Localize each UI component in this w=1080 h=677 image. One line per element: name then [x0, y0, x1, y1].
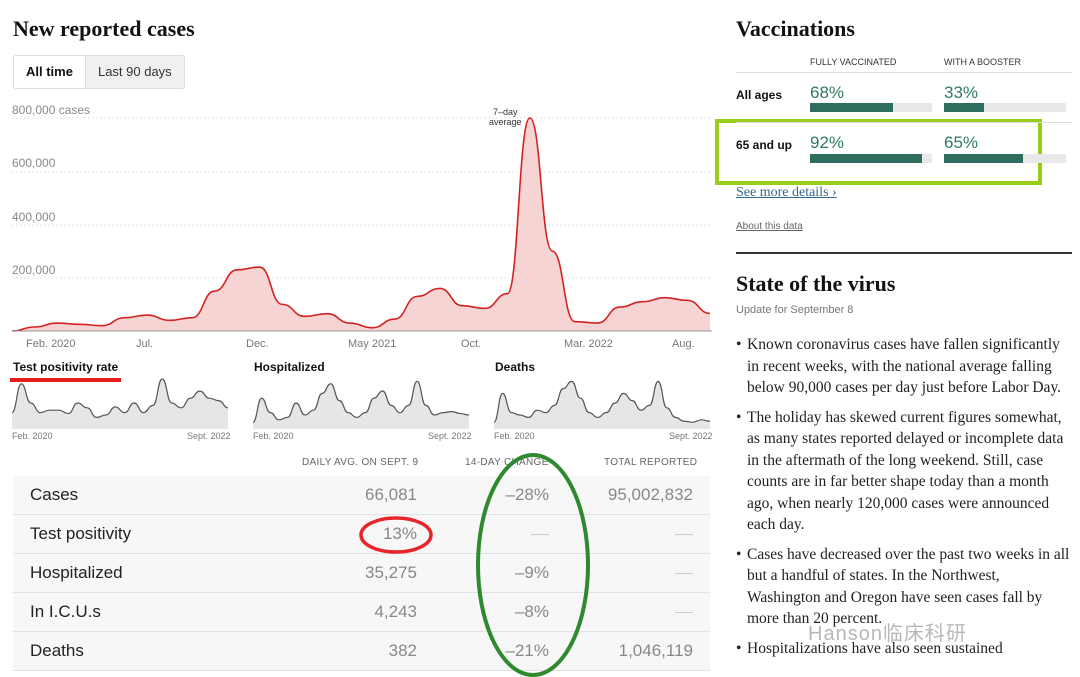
- y-tick-label: 800,000 cases: [12, 103, 91, 117]
- daily-value: 35,275: [365, 563, 417, 582]
- cases-chart: [12, 117, 712, 332]
- table-row: Test positivity 13%: [13, 515, 710, 554]
- booster-pct: 65%: [944, 133, 979, 152]
- mini-x-start: Feb. 2020: [253, 431, 294, 441]
- time-range-toggle: All time Last 90 days: [13, 55, 185, 89]
- state-of-virus-title: State of the virus: [736, 271, 896, 296]
- last-90-days-button[interactable]: Last 90 days: [85, 56, 184, 88]
- list-item: Known coronavirus cases have fallen sign…: [736, 334, 1072, 399]
- mini-x-end: Sept. 2022: [669, 431, 713, 441]
- mini-area: [494, 381, 710, 429]
- mini-area: [253, 381, 469, 429]
- col-header-booster: WITH A BOOSTER: [944, 57, 1022, 67]
- divider: [736, 72, 1072, 73]
- daily-value: 13%: [382, 524, 417, 543]
- about-this-data-link[interactable]: About this data: [736, 221, 803, 232]
- mini-line: [12, 378, 228, 419]
- col-header-change: 14-DAY CHANGE: [465, 457, 549, 468]
- y-tick-label: 600,000: [12, 156, 56, 170]
- empty-dash: [675, 612, 693, 613]
- active-underline: [10, 378, 121, 382]
- empty-dash: [531, 534, 549, 535]
- small-chart-title-hospitalized[interactable]: Hospitalized: [254, 360, 325, 374]
- row-label: Cases: [30, 485, 79, 504]
- daily-value: 66,081: [365, 485, 417, 504]
- mini-line: [494, 380, 710, 423]
- progress-fill: [944, 103, 985, 112]
- summary-list: Known coronavirus cases have fallen sign…: [736, 334, 1072, 667]
- table-row: Deaths 382 –21% 1,046,119: [13, 632, 710, 671]
- progress-bar: [810, 103, 932, 112]
- row-label: Test positivity: [30, 524, 132, 543]
- watermark: Hanson临床科研: [808, 623, 967, 645]
- total-value: 1,046,119: [618, 641, 693, 660]
- mini-area: [12, 379, 228, 429]
- table-row: In I.C.U.s 4,243 –8%: [13, 593, 710, 632]
- col-header-daily: DAILY AVG. ON SEPT. 9: [302, 457, 419, 468]
- progress-fill: [810, 154, 923, 163]
- fully-pct: 68%: [810, 83, 845, 102]
- x-tick-label: Aug.: [672, 338, 695, 350]
- mini-x-start: Feb. 2020: [494, 431, 535, 441]
- list-item: The holiday has skewed current figures s…: [736, 407, 1072, 536]
- vacc-row-label: 65 and up: [736, 138, 793, 152]
- progress-fill: [810, 103, 893, 112]
- daily-value: 382: [388, 641, 417, 660]
- progress-fill: [944, 154, 1024, 163]
- mini-x-end: Sept. 2022: [428, 431, 472, 441]
- change-value: –21%: [505, 641, 549, 660]
- mini-x-start: Feb. 2020: [12, 431, 53, 441]
- hospitalized-mini-chart[interactable]: [253, 375, 469, 429]
- list-item: Cases have decreased over the past two w…: [736, 544, 1072, 630]
- x-tick-label: Jul.: [136, 338, 154, 350]
- cases-area: [12, 118, 710, 331]
- x-tick-label: May 2021: [348, 338, 397, 350]
- mini-x-end: Sept. 2022: [187, 431, 231, 441]
- change-value: –8%: [514, 602, 549, 621]
- small-chart-title-deaths[interactable]: Deaths: [495, 360, 536, 374]
- chart-annotation: 7–day average: [489, 107, 522, 127]
- fully-pct: 92%: [810, 133, 845, 152]
- x-tick-label: Dec.: [246, 338, 269, 350]
- row-label: Deaths: [30, 641, 84, 660]
- progress-bar: [944, 154, 1066, 163]
- deaths-mini-chart[interactable]: [494, 375, 710, 429]
- col-header-total: TOTAL REPORTED: [604, 457, 698, 468]
- change-value: –9%: [514, 563, 549, 582]
- daily-value: 4,243: [374, 602, 417, 621]
- see-more-details-link[interactable]: See more details ›: [736, 185, 837, 200]
- progress-bar: [944, 103, 1066, 112]
- mini-line: [253, 380, 469, 423]
- booster-pct: 33%: [944, 83, 979, 102]
- all-time-button[interactable]: All time: [14, 56, 86, 88]
- progress-bar: [810, 154, 932, 163]
- col-header-fully: FULLY VACCINATED: [810, 57, 897, 67]
- x-tick-label: Mar. 2022: [564, 338, 613, 350]
- empty-dash: [675, 534, 693, 535]
- divider: [736, 122, 1072, 123]
- list-item: Hospitalizations have also seen sustaine…: [736, 638, 1072, 660]
- vacc-row-label: All ages: [736, 88, 783, 102]
- row-label: In I.C.U.s: [30, 602, 101, 621]
- update-date: Update for September 8: [736, 304, 854, 316]
- small-chart-title-positivity[interactable]: Test positivity rate: [13, 360, 119, 374]
- row-label: Hospitalized: [30, 563, 123, 582]
- section-divider: [736, 252, 1072, 254]
- table-row: Cases 66,081 –28% 95,002,832: [13, 476, 710, 515]
- y-tick-label: 200,000: [12, 263, 56, 277]
- table-row: Hospitalized 35,275 –9%: [13, 554, 710, 593]
- y-tick-label: 400,000: [12, 210, 56, 224]
- vaccinations-title: Vaccinations: [736, 16, 855, 41]
- x-tick-label: Oct.: [461, 338, 482, 350]
- x-tick-label: Feb. 2020: [26, 338, 76, 350]
- empty-dash: [675, 573, 693, 574]
- positivity-mini-chart[interactable]: [12, 375, 228, 429]
- cases-line: [12, 117, 711, 332]
- change-value: –28%: [505, 485, 549, 504]
- page-title: New reported cases: [13, 16, 195, 41]
- total-value: 95,002,832: [607, 485, 693, 504]
